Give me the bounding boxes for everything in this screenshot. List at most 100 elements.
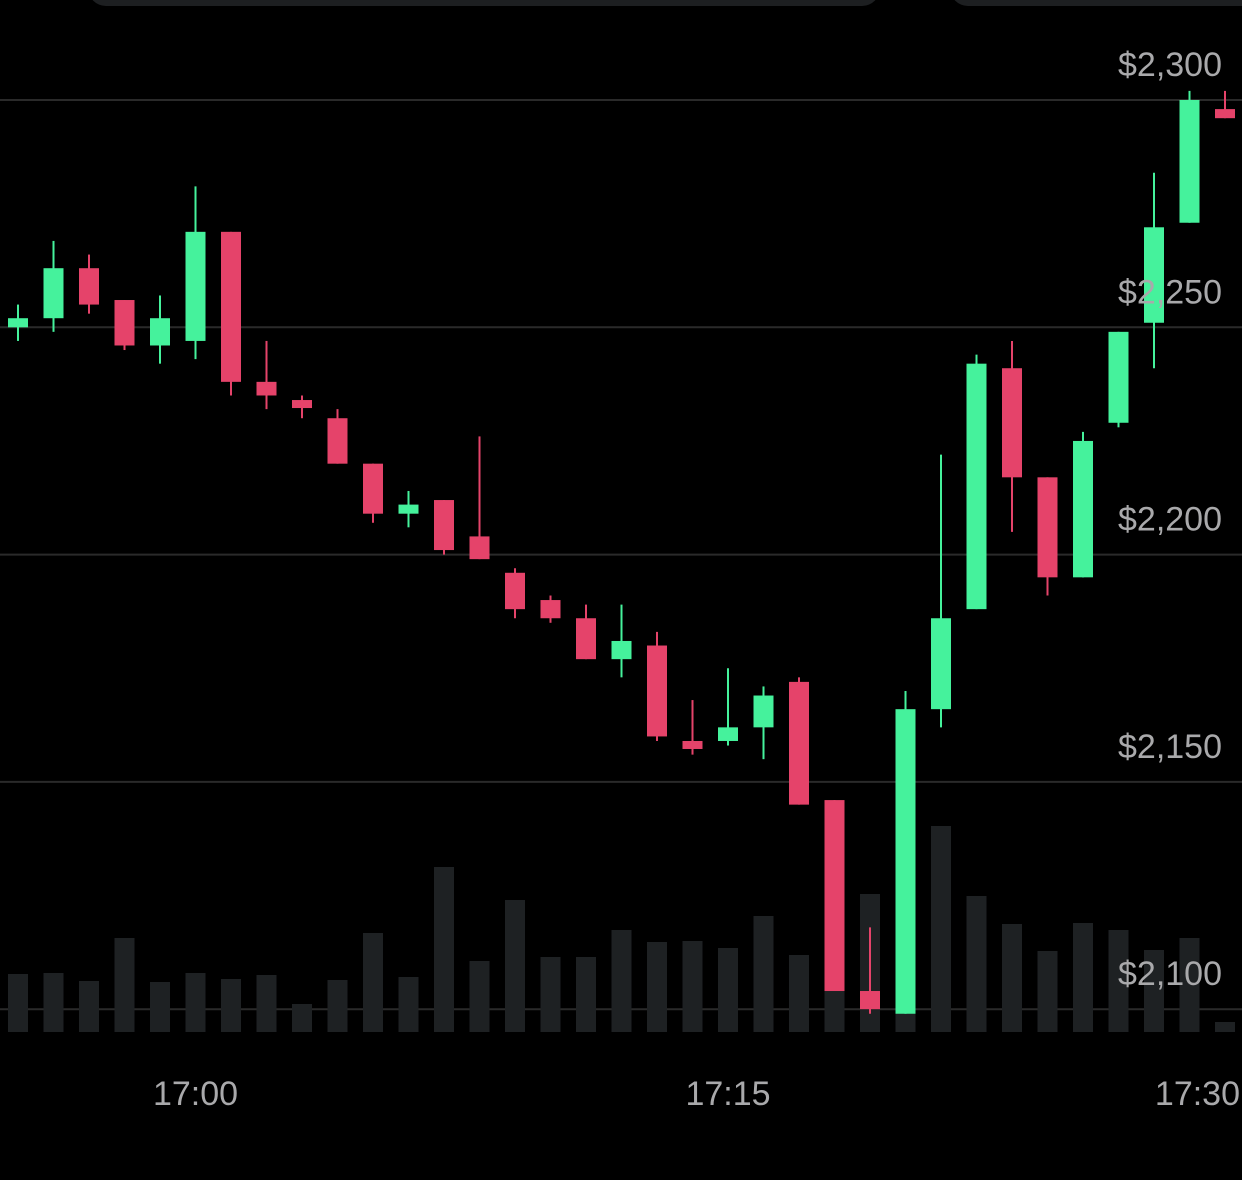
volume-bar [469, 961, 490, 1032]
candle-body [895, 709, 916, 1014]
candle [150, 295, 170, 364]
price-tick-label: $2,100 [1118, 955, 1222, 993]
candle [1215, 90, 1235, 119]
candle [469, 436, 490, 560]
candle [895, 690, 916, 1014]
candle [824, 800, 845, 992]
candle [1144, 172, 1164, 369]
volume-bar [1108, 930, 1129, 1032]
volume-bar [256, 975, 277, 1032]
candle-body [505, 572, 525, 610]
price-tick-label: $2,150 [1118, 728, 1222, 766]
volume-bar [505, 900, 525, 1032]
volume-bar [327, 980, 348, 1032]
volume-bar [221, 979, 241, 1032]
candle [966, 354, 987, 610]
candle [540, 595, 561, 623]
candle [576, 604, 596, 660]
volume-bars [8, 826, 1235, 1032]
volume-bar [1215, 1022, 1235, 1032]
time-tick-label: 17:30 [1155, 1075, 1240, 1113]
volume-bar [576, 957, 596, 1032]
candle-body [114, 300, 135, 346]
volume-bar [1179, 938, 1200, 1032]
volume-bar [1073, 923, 1093, 1032]
time-axis: 17:00 17:15 17:30 [153, 1075, 1240, 1113]
volume-bar [718, 948, 738, 1032]
candle [363, 463, 383, 523]
candle [1002, 340, 1022, 532]
price-axis: $2,300 $2,250 $2,200 $2,150 $2,100 [1118, 46, 1222, 993]
volume-bar [292, 1004, 312, 1032]
candle-body [1073, 440, 1093, 578]
candle-body [1108, 331, 1129, 423]
candle [718, 668, 738, 746]
chart-type-tab[interactable] [950, 0, 1242, 6]
candle-body [1037, 477, 1058, 578]
volume-bar [150, 982, 170, 1032]
candle [256, 340, 277, 410]
candle [292, 395, 312, 419]
volume-bar [931, 826, 951, 1032]
time-tick-label: 17:15 [685, 1075, 770, 1113]
candle [789, 677, 809, 805]
candle [1179, 90, 1200, 223]
candle [114, 300, 135, 351]
candle-body [327, 418, 348, 464]
volume-bar [1144, 950, 1164, 1032]
candle [8, 304, 28, 341]
candle-body [43, 268, 64, 319]
volume-bar [114, 938, 135, 1032]
candle-body [185, 231, 206, 341]
volume-bar [363, 933, 383, 1032]
candle [1108, 331, 1129, 428]
candle-body [8, 318, 28, 328]
candle-body [966, 363, 987, 610]
volume-bar [753, 916, 774, 1032]
candle-body [860, 991, 880, 1010]
price-tick-label: $2,300 [1118, 46, 1222, 84]
candle-body [647, 645, 667, 737]
candle [753, 686, 774, 760]
candle-body [540, 600, 561, 619]
candle-body [469, 536, 490, 560]
candle [931, 454, 951, 728]
range-selector-tab[interactable] [88, 0, 880, 6]
candle-body [292, 400, 312, 409]
volume-bar [647, 942, 667, 1032]
candle [1037, 477, 1058, 596]
candle [221, 231, 241, 396]
candle [434, 500, 454, 555]
candle [1073, 431, 1093, 578]
candle-body [1144, 227, 1164, 323]
candle-body [682, 740, 703, 749]
price-tick-label: $2,200 [1118, 501, 1222, 539]
candle-body [150, 318, 170, 346]
candle-body [1215, 109, 1235, 119]
candle-body [79, 268, 99, 305]
candle [79, 254, 99, 314]
candle-body [1002, 368, 1022, 478]
candle-body [611, 640, 632, 660]
candle-body [718, 727, 738, 741]
volume-bar [682, 941, 703, 1032]
candle [185, 186, 206, 360]
time-tick-label: 17:00 [153, 1075, 238, 1113]
volume-bar [398, 977, 419, 1032]
candle-body [256, 381, 277, 396]
price-tick-label: $2,250 [1118, 273, 1222, 311]
volume-bar [789, 955, 809, 1032]
candle [327, 409, 348, 464]
candle [860, 927, 880, 1014]
candle [43, 240, 64, 332]
candle [398, 490, 419, 528]
volume-bar [43, 973, 64, 1032]
candle-body [434, 500, 454, 551]
candle [505, 568, 525, 619]
candlesticks [8, 90, 1235, 1014]
volume-bar [966, 896, 987, 1032]
volume-bar [611, 930, 632, 1032]
candle-body [1179, 100, 1200, 223]
candle-body [753, 695, 774, 728]
